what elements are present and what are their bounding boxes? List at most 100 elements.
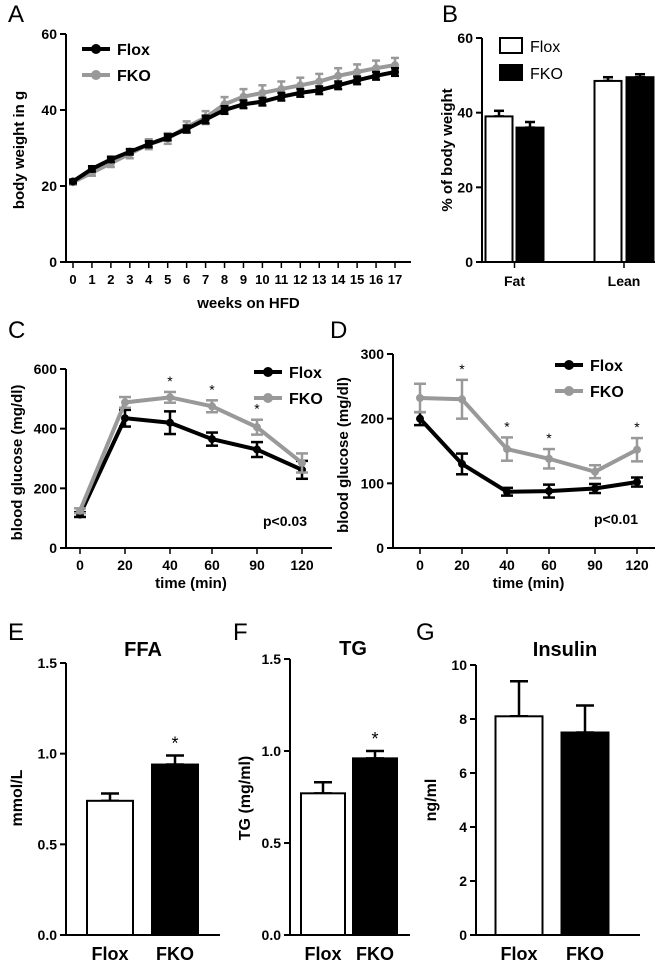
panel-A-x-tick-label: 15 [350,272,364,287]
panel-C-data-point [298,458,306,467]
panel-D-significance-mark: * [546,430,552,446]
panel-F-bar-fko [352,757,398,936]
panel-C-data-point [166,393,174,402]
panel-A-data-point [239,100,248,109]
panel-B-y-tick-label: 60 [457,30,473,46]
panel-C-x-tick-label: 120 [290,557,314,573]
panel-D-legend-marker [564,360,574,370]
panel-C-significance-mark: * [209,381,215,397]
panel-C-data-point [253,445,261,454]
panel-C-legend-label: FKO [289,391,323,408]
panel-D-data-point [591,484,599,493]
panel-A-y-axis-label: body weight in g [11,91,28,209]
panel-A-data-point [201,115,210,124]
panel-A-x-tick-label: 11 [274,272,288,287]
panel-G-x-tick-label: FKO [566,944,604,964]
panel-A-x-tick-label: 1 [88,272,95,287]
panel-B-y-axis-label: % of body weight [439,88,456,211]
panel-B-x-tick-label: Lean [608,273,641,289]
panel-A-data-point [277,92,286,101]
panel-B-bar-fat-flox [484,115,514,264]
panel-E-y-tick-label: 0.0 [38,927,58,943]
panel-D-significance-mark: * [459,361,465,377]
panel-A-data-point [372,71,381,80]
panel-E-title: FFA [124,639,162,661]
panel-E-y-tick-label: 0.5 [38,836,58,852]
panel-C-data-point [208,435,216,444]
panel-D-data-point [503,445,511,454]
panel-A-x-axis-label: weeks on HFD [196,295,300,312]
panel-C-p-value: p<0.03 [263,513,307,529]
panel-A-y-tick-label: 20 [41,178,57,194]
panel-C-line-fko [78,395,304,512]
panel-C-data-point [121,414,129,423]
panel-C-y-tick-label: 600 [34,361,58,377]
panel-F-x-tick-label: FKO [356,944,394,964]
panel-D-x-tick-label: 40 [499,557,515,573]
panel-D-x-tick-label: 90 [587,557,603,573]
panel-A-x-tick-label: 6 [183,272,190,287]
panel-D-x-axis-label: time (min) [493,575,565,592]
panel-A-legend-marker [91,70,101,80]
panel-A-data-point [258,97,267,106]
panel-C-letter: C [8,317,25,344]
panel-B-bar-lean-flox [593,79,623,263]
panel-C-data-point [166,418,174,427]
panel-D-letter: D [330,317,347,344]
panel-D-p-value: p<0.01 [594,511,638,527]
panel-F-y-tick-label: 1.0 [262,743,282,759]
panel-G-y-tick-label: 10 [451,657,467,673]
panel-C-x-tick-label: 60 [204,557,220,573]
panel-C-significance-mark: * [254,401,260,417]
panel-C-legend-label: Flox [289,365,322,382]
panel-C-y-tick-label: 0 [49,540,57,556]
panel-D-y-tick-label: 100 [361,475,385,491]
panel-A-x-tick-label: 14 [331,272,346,287]
panel-F-letter: F [233,619,248,646]
panel-A-x-tick-label: 3 [126,272,133,287]
panel-A-x-tick-label: 7 [202,272,209,287]
panel-D-y-tick-label: 0 [376,540,384,556]
panel-C-x-tick-label: 20 [117,557,133,573]
panel-C-data-point [253,423,261,432]
panel-D-y-axis-label: blood glucose (mg/dl) [335,377,352,533]
panel-A-data-point [315,77,324,86]
panel-G-y-tick-label: 8 [459,711,467,727]
panel-B-y-tick-label: 40 [457,105,473,121]
panel-A-data-point [391,68,399,76]
panel-D-line-flox [418,417,638,494]
panel-D-data-point [416,414,424,423]
panel-A-legend-marker [91,44,101,54]
panel-C-x-tick-label: 40 [162,557,178,573]
panel-D-data-point [458,395,466,404]
panel-C-data-point [208,402,216,411]
panel-A-x-tick-label: 4 [145,272,153,287]
panel-G-y-axis-label: ng/ml [423,779,440,822]
panel-G-y-tick-label: 4 [459,819,467,835]
panel-A-data-point [277,85,286,94]
panel-A-data-point [334,71,343,80]
panel-E-y-axis-label: mmol/L [9,769,26,826]
panel-A-x-tick-label: 16 [369,272,383,287]
panel-C-legend-marker [263,393,273,403]
panel-F-y-axis-label: TG (mg/ml) [237,756,254,840]
panel-F-y-tick-label: 0.5 [262,835,282,851]
panel-B-legend-swatch [499,37,523,54]
panel-B-y-tick-label: 0 [465,254,473,270]
panel-E-x-tick-label: FKO [156,944,194,964]
panel-C-x-tick-label: 90 [249,557,265,573]
panel-A-x-tick-label: 17 [388,272,402,287]
panel-C-legend-marker [263,367,273,377]
panel-D-y-tick-label: 200 [361,411,385,427]
panel-B-bar-fat-fko [515,126,545,263]
panel-D-significance-mark: * [634,419,640,435]
panel-C-line-flox [78,416,303,516]
panel-D-data-point [633,445,641,454]
panel-G-x-tick-label: Flox [500,944,537,964]
panel-D-x-tick-label: 120 [625,557,649,573]
panel-D-data-point [503,487,511,496]
panel-A-data-point [258,88,267,97]
panel-E-y-tick-label: 1.0 [38,746,58,762]
panel-E-y-tick-label: 1.5 [38,655,58,671]
